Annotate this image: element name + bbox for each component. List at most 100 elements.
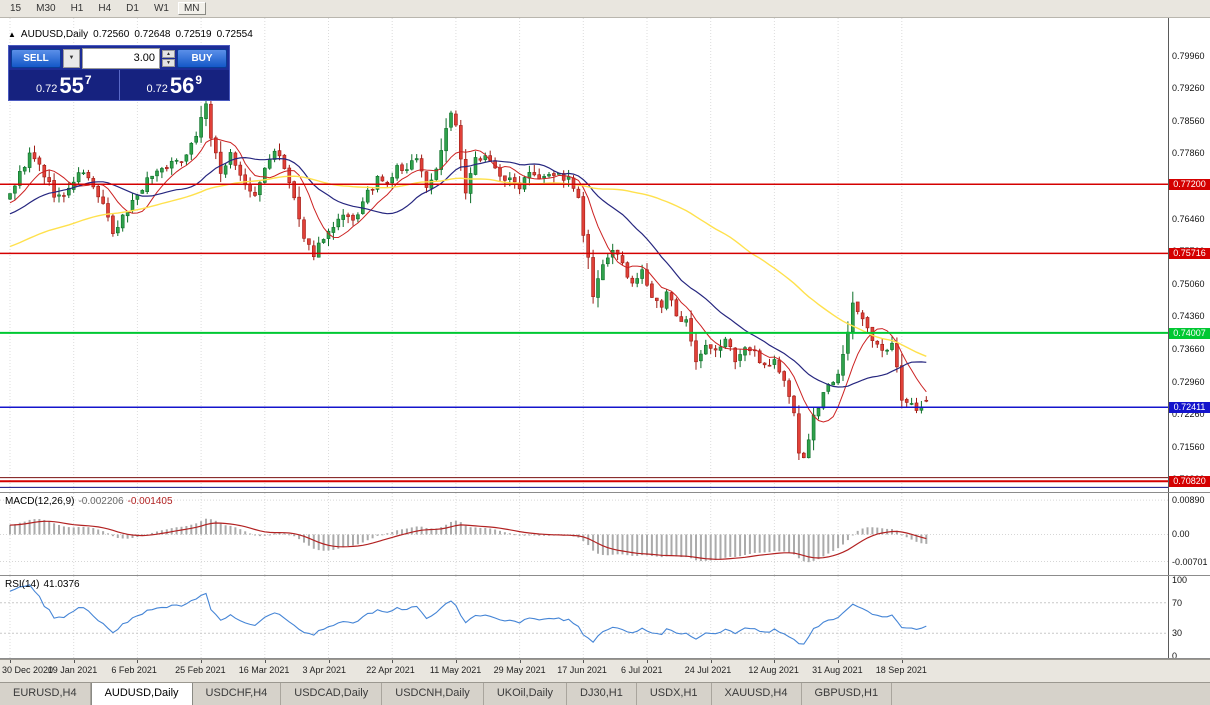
- date-axis-label: 17 Jun 2021: [557, 665, 607, 675]
- volume-stepper: ▲ ▼: [162, 49, 175, 67]
- price-level-tag: 0.72411: [1169, 402, 1210, 414]
- date-axis-tick: [901, 660, 903, 663]
- ohlc-close: 0.72554: [216, 29, 253, 40]
- macd-axis-label: 0.00890: [1172, 495, 1205, 506]
- chart-tab-ukoil-daily[interactable]: UKOil,Daily: [484, 683, 568, 705]
- sell-price-prefix: 0.72: [35, 83, 58, 95]
- timeframe-button-mn[interactable]: MN: [177, 2, 206, 15]
- collapse-trade-panel-icon[interactable]: ▲: [8, 30, 16, 39]
- timeframe-toolbar: 15 M30 H1 H4 D1 W1 MN: [0, 0, 1210, 18]
- date-axis-label: 16 Mar 2021: [238, 665, 290, 675]
- rsi-indicator-pane[interactable]: [0, 576, 1168, 658]
- price-axis-label: 0.73660: [1172, 344, 1205, 355]
- candles: [8, 94, 929, 460]
- ma-8: [9, 138, 927, 423]
- date-axis-tick: [73, 660, 75, 663]
- buy-price-pip: 9: [195, 73, 203, 87]
- chart-tab-usdchf-h4[interactable]: USDCHF,H4: [193, 683, 282, 705]
- pane-separator[interactable]: [0, 492, 1210, 493]
- date-axis: 30 Dec 2020 19 Jan 2021 6 Feb 2021 25 Feb 2…: [0, 659, 1210, 682]
- timeframe-button-m30[interactable]: M30: [36, 3, 56, 14]
- ma-21: [9, 156, 927, 388]
- sell-button[interactable]: SELL: [11, 48, 61, 68]
- timeframe-button-h4[interactable]: H4: [98, 3, 112, 14]
- rsi-axis-label: 100: [1172, 575, 1188, 585]
- price-axis: 0.799600.792600.785600.778600.771600.764…: [1168, 18, 1210, 661]
- macd-axis-label: 0.00: [1172, 529, 1190, 540]
- date-axis-label: 31 Aug 2021: [812, 665, 863, 675]
- date-axis-tick: [10, 660, 11, 663]
- date-axis-tick: [264, 660, 266, 663]
- date-axis-tick: [774, 660, 776, 663]
- sell-price-big-digits: 55: [59, 73, 84, 98]
- date-axis-label: 3 Apr 2021: [302, 665, 347, 675]
- chart-tab-usdx-h1[interactable]: USDX,H1: [637, 683, 712, 705]
- rsi-axis-label: 70: [1172, 597, 1183, 608]
- buy-button[interactable]: BUY: [177, 48, 227, 68]
- price-axis-label: 0.79260: [1172, 83, 1205, 94]
- chart-tab-audusd-daily[interactable]: AUDUSD,Daily: [90, 683, 193, 705]
- timeframe-button-h1[interactable]: H1: [70, 3, 84, 14]
- date-axis-label: 12 Aug 2021: [748, 665, 799, 675]
- sell-price[interactable]: 0.72 55 7: [9, 70, 119, 100]
- date-axis-label: 29 May 2021: [493, 665, 546, 675]
- macd-indicator-pane[interactable]: [0, 493, 1168, 575]
- chart-tabs-bar: EURUSD,H4 AUDUSD,Daily USDCHF,H4 USDCAD,Dai…: [0, 682, 1210, 705]
- date-axis-tick: [583, 660, 585, 663]
- price-axis-label: 0.72960: [1172, 376, 1205, 387]
- chart-tab-xauusd-h4[interactable]: XAUUSD,H4: [712, 683, 802, 705]
- chart-tab-dj30-h1[interactable]: DJ30,H1: [567, 683, 637, 705]
- rsi-value: 41.0376: [43, 579, 80, 590]
- price-axis-label: 0.79960: [1172, 50, 1205, 61]
- chart-tab-usdcad-daily[interactable]: USDCAD,Daily: [281, 683, 383, 705]
- rsi-label: RSI(14): [5, 579, 40, 590]
- buy-price[interactable]: 0.72 56 9: [120, 70, 230, 100]
- price-level-tag: 0.74007: [1169, 327, 1210, 339]
- price-level-tag: 0.75716: [1169, 248, 1210, 260]
- date-axis-tick: [838, 660, 840, 663]
- symbol-ohlc-header: ▲ AUDUSD,Daily 0.72560 0.72648 0.72519 0.7255…: [8, 29, 258, 40]
- timeframe-button-d1[interactable]: D1: [126, 3, 139, 14]
- buy-price-big-digits: 56: [169, 73, 195, 98]
- rsi-header: RSI(14) 41.0376: [5, 579, 80, 590]
- rsi-axis-label: 30: [1172, 628, 1183, 639]
- date-axis-label: 6 Jul 2021: [621, 665, 663, 675]
- date-axis-tick: [519, 660, 521, 663]
- trade-prices-row: 0.72 55 7 0.72 56 9: [9, 70, 229, 100]
- pane-separator: [0, 658, 1210, 659]
- macd-label: MACD(12,26,9): [5, 496, 75, 507]
- price-axis-label: 0.71560: [1172, 441, 1205, 452]
- price-level-tag: 0.70820: [1169, 476, 1210, 488]
- timeframe-button-w1[interactable]: W1: [153, 3, 169, 14]
- chart-window: 0.799600.792600.785600.778600.771600.764…: [0, 18, 1210, 682]
- sell-price-pip: 7: [84, 73, 92, 87]
- ma-60: [9, 175, 927, 357]
- macd-main-value: -0.002206: [78, 496, 124, 507]
- price-axis-label: 0.74360: [1172, 311, 1205, 322]
- date-axis-label: 11 May 2021: [429, 665, 482, 675]
- rsi-line: [9, 584, 927, 645]
- volume-increase-button[interactable]: ▲: [162, 49, 175, 58]
- ohlc-high: 0.72648: [134, 29, 171, 40]
- date-axis-label: 25 Feb 2021: [175, 665, 226, 675]
- macd-signal-value: -0.001405: [127, 496, 173, 507]
- date-axis-tick: [710, 660, 712, 663]
- date-axis-label: 24 Jul 2021: [684, 665, 732, 675]
- chart-tab-eurusd-h4[interactable]: EURUSD,H4: [0, 683, 91, 705]
- volume-dropdown-button[interactable]: ▼: [63, 48, 80, 68]
- price-divider: [118, 70, 120, 100]
- symbol-title: AUDUSD,Daily: [20, 29, 89, 40]
- price-axis-label: 0.72260: [1172, 409, 1205, 420]
- price-axis-label: 0.75060: [1172, 278, 1205, 289]
- timeframe-button-15[interactable]: 15: [10, 3, 22, 14]
- chart-tab-gbpusd-h1[interactable]: GBPUSD,H1: [802, 683, 893, 705]
- chart-tab-usdcnh-daily[interactable]: USDCNH,Daily: [382, 683, 484, 705]
- volume-decrease-button[interactable]: ▼: [162, 58, 175, 67]
- price-level-tag: 0.77200: [1169, 179, 1210, 191]
- macd-signal-line: [9, 520, 927, 560]
- pane-separator[interactable]: [0, 575, 1210, 576]
- buy-price-prefix: 0.72: [146, 83, 168, 95]
- volume-input[interactable]: [82, 47, 160, 69]
- date-axis-tick: [647, 660, 648, 663]
- main-price-chart[interactable]: [0, 18, 1168, 492]
